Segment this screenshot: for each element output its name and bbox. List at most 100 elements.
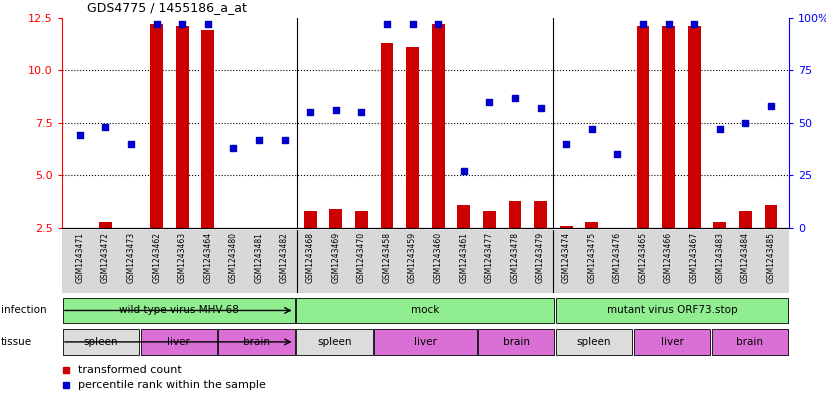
Bar: [432, 24, 444, 228]
Bar: [765, 205, 777, 228]
FancyBboxPatch shape: [297, 298, 554, 323]
Text: GSM1243467: GSM1243467: [690, 232, 699, 283]
Text: GSM1243474: GSM1243474: [562, 232, 571, 283]
Text: GSM1243483: GSM1243483: [715, 232, 724, 283]
Text: GSM1243473: GSM1243473: [126, 232, 135, 283]
Text: GSM1243471: GSM1243471: [75, 232, 84, 283]
Text: GSM1243461: GSM1243461: [459, 232, 468, 283]
Text: GSM1243465: GSM1243465: [638, 232, 648, 283]
Point: [355, 109, 368, 116]
Text: GSM1243460: GSM1243460: [434, 232, 443, 283]
Point: [330, 107, 343, 113]
Text: GSM1243470: GSM1243470: [357, 232, 366, 283]
Bar: [586, 222, 598, 228]
Bar: [637, 26, 649, 228]
Bar: [202, 30, 214, 228]
Text: tissue: tissue: [1, 337, 32, 347]
Text: liver: liver: [168, 337, 190, 347]
Point: [738, 119, 752, 126]
Bar: [483, 211, 496, 228]
FancyBboxPatch shape: [478, 329, 554, 355]
Point: [176, 21, 189, 27]
FancyBboxPatch shape: [140, 329, 217, 355]
Text: GSM1243466: GSM1243466: [664, 232, 673, 283]
Bar: [381, 43, 393, 228]
Point: [687, 21, 700, 27]
Point: [534, 105, 547, 111]
Point: [508, 94, 521, 101]
Bar: [688, 26, 700, 228]
Text: spleen: spleen: [317, 337, 352, 347]
Point: [636, 21, 649, 27]
Text: GSM1243485: GSM1243485: [767, 232, 776, 283]
Point: [559, 141, 572, 147]
FancyBboxPatch shape: [297, 329, 373, 355]
Text: mock: mock: [411, 305, 439, 316]
FancyBboxPatch shape: [219, 329, 295, 355]
Bar: [304, 211, 316, 228]
Text: GSM1243476: GSM1243476: [613, 232, 622, 283]
Bar: [714, 222, 726, 228]
Text: infection: infection: [1, 305, 46, 316]
Text: GSM1243479: GSM1243479: [536, 232, 545, 283]
FancyBboxPatch shape: [63, 298, 295, 323]
FancyBboxPatch shape: [63, 329, 139, 355]
Point: [662, 21, 675, 27]
Point: [74, 132, 87, 139]
Text: liver: liver: [414, 337, 437, 347]
Bar: [99, 222, 112, 228]
Bar: [176, 26, 188, 228]
Point: [99, 124, 112, 130]
Point: [227, 145, 240, 151]
Point: [406, 21, 420, 27]
Point: [713, 126, 726, 132]
Point: [278, 136, 292, 143]
FancyBboxPatch shape: [634, 329, 710, 355]
Text: GSM1243469: GSM1243469: [331, 232, 340, 283]
FancyBboxPatch shape: [712, 329, 788, 355]
Point: [457, 168, 470, 174]
Text: brain: brain: [737, 337, 763, 347]
Text: GSM1243481: GSM1243481: [254, 232, 263, 283]
Bar: [534, 200, 547, 228]
Text: wild type virus MHV-68: wild type virus MHV-68: [119, 305, 239, 316]
FancyBboxPatch shape: [374, 329, 477, 355]
Point: [482, 99, 496, 105]
Text: spleen: spleen: [577, 337, 611, 347]
Bar: [662, 26, 675, 228]
Point: [585, 126, 598, 132]
Text: GSM1243480: GSM1243480: [229, 232, 238, 283]
Point: [125, 141, 138, 147]
Text: mutant virus ORF73.stop: mutant virus ORF73.stop: [607, 305, 738, 316]
Text: transformed count: transformed count: [78, 365, 183, 375]
Bar: [150, 24, 163, 228]
Text: GSM1243484: GSM1243484: [741, 232, 750, 283]
Text: GSM1243482: GSM1243482: [280, 232, 289, 283]
Text: GSM1243462: GSM1243462: [152, 232, 161, 283]
Point: [304, 109, 317, 116]
Text: percentile rank within the sample: percentile rank within the sample: [78, 380, 266, 389]
Bar: [509, 200, 521, 228]
Point: [431, 21, 444, 27]
Bar: [739, 211, 752, 228]
Text: GSM1243468: GSM1243468: [306, 232, 315, 283]
Text: spleen: spleen: [83, 337, 118, 347]
Point: [202, 21, 215, 27]
Text: GSM1243463: GSM1243463: [178, 232, 187, 283]
Point: [253, 136, 266, 143]
Text: GSM1243475: GSM1243475: [587, 232, 596, 283]
Text: liver: liver: [661, 337, 683, 347]
Point: [150, 21, 164, 27]
Text: GSM1243478: GSM1243478: [510, 232, 520, 283]
Bar: [355, 211, 368, 228]
Text: GSM1243464: GSM1243464: [203, 232, 212, 283]
Text: GSM1243459: GSM1243459: [408, 232, 417, 283]
Text: GDS4775 / 1455186_a_at: GDS4775 / 1455186_a_at: [87, 1, 247, 14]
Text: GSM1243458: GSM1243458: [382, 232, 392, 283]
Text: GSM1243477: GSM1243477: [485, 232, 494, 283]
Text: brain: brain: [503, 337, 529, 347]
Point: [610, 151, 624, 158]
Bar: [406, 47, 419, 228]
Point: [381, 21, 394, 27]
Text: brain: brain: [243, 337, 270, 347]
